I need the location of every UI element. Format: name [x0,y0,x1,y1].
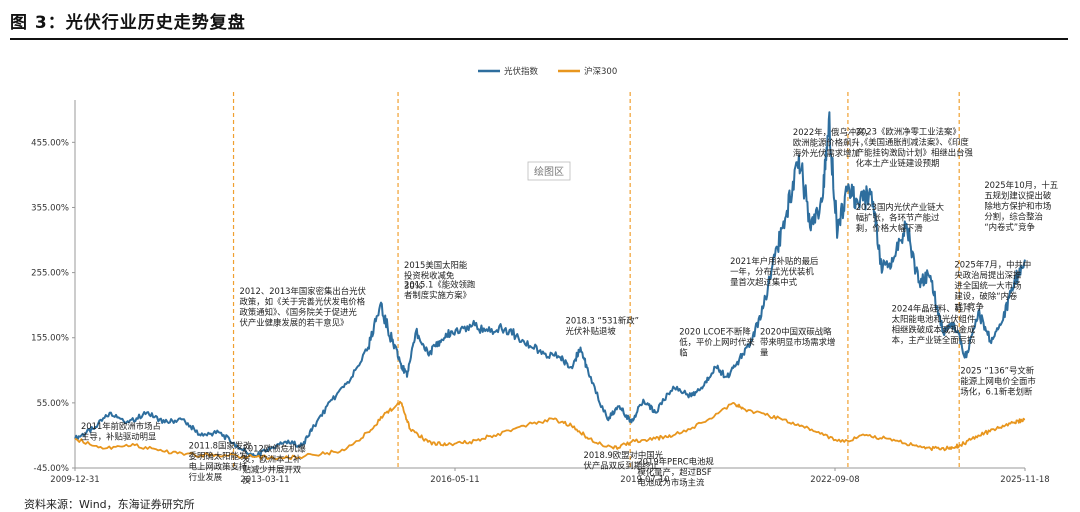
annotation-a2025b-line: “内卷式”竞争 [984,222,1035,232]
annotation-a2020-line: 低，平价上网时代来 [679,337,755,347]
annotation-a2018b-line: 2018.9欧盟对中国光 [584,450,664,460]
annotation-a2025a-line: 建设，破除“内卷 [954,291,1018,301]
legend-pv-label: 光伏指数 [504,66,539,77]
annotation-a2012b-line: 政策通知》、《国务院关于促进光 [240,307,358,317]
annotation-a2015b-line: 2015美国太阳能 [404,260,468,270]
annotation-a2025a-line: 进全国统一大市场 [954,280,1021,290]
annotation-a2025c-line: 2025 “136”号文新 [960,366,1034,376]
y-tick-label: 255.00% [31,269,69,279]
annotation-a2025b-line: 2025年10月，十五 [984,180,1058,190]
title-rule [10,38,1068,40]
annotation-a2025a-line: 2025年7月，中共中 [954,259,1031,269]
annotation-a2023-line: 化本土产业链建设预期 [856,158,940,168]
annotation-a2012b-line: 伏产业健康发展的若干意见》 [240,318,349,328]
annotation-a2023-line: 产能挂钩激励计划》相继出台强 [856,148,974,158]
annotation-a2022-line: 海外光伏需求增加 [793,148,860,158]
annotation-a2020-line: 2020 LCOE不断降 [679,326,751,336]
annotation-a2023b-line: 2023国内光伏产业链大 [856,202,945,212]
annotation-a2023b-line: 幅扩张，各环节产能过 [856,213,940,223]
x-tick-label: 2019-07-10 [620,475,669,485]
annotation-a2011b-line: 行业发展 [189,472,223,482]
annotation-a2011b-line: 电上网政策支持 [189,461,248,471]
annotation-a2012-line: 贴减少并展开双 [243,465,302,475]
annotation-a2019-line: 2019年PERC电池规 [637,457,714,467]
annotation-a2025c-line: 能源上网电价全面市 [960,376,1035,386]
annotation-a2018b-line: 伏产品双反到期终止 [584,461,659,471]
annotation-a2024-line: 相继跌破成本或现金成 [892,325,976,335]
annotation-a2012b-line: 政策，如《关于完善光伏发电价格 [240,297,366,307]
annotation-a2025c-line: 场化，6.1新老划断 [960,387,1033,397]
annotation-a2020b-line: 2020中国双碳战略 [760,326,832,336]
annotation-a2015b-line: 30% [404,281,423,291]
annotation-a2023-line: 2023《欧洲净零工业法案》 [856,127,961,137]
y-tick-label: 55.00% [37,399,69,409]
y-tick-label: 355.00% [31,203,69,213]
y-tick-label: 455.00% [31,138,69,148]
annotation-a2025b-line: 五规划建议提出破 [984,190,1052,200]
pv-index-line [74,111,1026,458]
annotation-a2012-line: 发，欧洲本土补 [243,454,302,464]
annotation-a2015b-line: 投资税收减免 [404,271,454,281]
annotation-a2011b-line: 2011.8国家发改 [189,440,252,450]
annotation-a2020b-line: 量 [760,347,768,357]
annotation-a2023b-line: 剩，价格大幅下滑 [856,223,923,233]
annotation-a2019-line: 电池成为市场主流 [637,478,705,488]
annotation-a2012-line: 反 [243,475,251,485]
annotation-a2018-line: 2018.3 “531新政” [566,315,639,325]
y-tick-label: -45.00% [34,464,69,474]
annotation-a2025b-line: 分割，综合整治 [984,211,1043,221]
annotation-a2020b-line: 带来明显市场需求增 [760,337,835,347]
source-note: 资料来源：Wind，东海证券研究所 [24,498,195,511]
annotation-a2022-line: 2022年，俄乌冲突， [793,127,873,137]
figure-title: 图 3：光伏行业历史走势复盘 [10,13,246,33]
x-tick-label: 2009-12-31 [50,475,99,485]
plot-area-label: 绘图区 [534,165,564,178]
annotation-a2020-line: 临 [679,347,687,357]
x-tick-label: 2022-09-08 [810,475,859,485]
annotation-a2012-line: 2012欧债危机爆 [243,444,307,454]
annotation-a2021-line: 2021年户用补贴的最后 [730,256,818,266]
annotation-a2012b-line: 2012、2013年国家密集出台光伏 [240,286,367,296]
x-tick-label: 2013-03-11 [240,475,289,485]
annotation-a2018-line: 光伏补贴退坡 [566,326,617,336]
annotation-a2011-line: 2011年前欧洲市场占 [81,421,161,431]
csi300-line [74,400,1026,461]
annotation-a2011b-line: 委明确太阳能发 [189,451,248,461]
annotation-a2015a-line: 2015.1《能效领跑 [404,280,476,290]
x-tick-label: 2016-05-11 [430,475,479,485]
annotation-a2025b-line: 除地方保护和市场 [984,201,1051,211]
y-tick-label: 155.00% [31,334,69,344]
annotation-a2015a-line: 者制度实施方案》 [404,290,471,300]
annotation-a2025a-line: 央政治局提出深推 [954,270,1021,280]
annotation-a2019-line: 模化量产，超过BSF [637,467,712,477]
annotation-a2024-line: 2024年晶硅料、硅片、 [892,304,980,314]
annotation-a2023-line: 、《美国通胀削减法案》、《印度 [856,137,970,147]
annotation-a2021-line: 一年，分布式光伏装机 [730,267,814,277]
plot-area-box [527,161,571,181]
annotation-a2021-line: 量首次超过集中式 [730,277,798,287]
x-tick-label: 2025-11-18 [1000,475,1049,485]
annotation-a2022-line: 欧洲能源价格飙升， [793,138,868,148]
annotation-a2024-line: 太阳能电池和光伏组件 [892,314,976,324]
legend-csi300-label: 沪深300 [584,66,617,77]
annotation-a2011-line: 主导，补贴驱动明显 [81,431,157,441]
annotation-a2025a-line: 式”竞争 [954,301,984,311]
annotation-a2024-line: 本，主产业链全面亏损 [892,335,976,345]
